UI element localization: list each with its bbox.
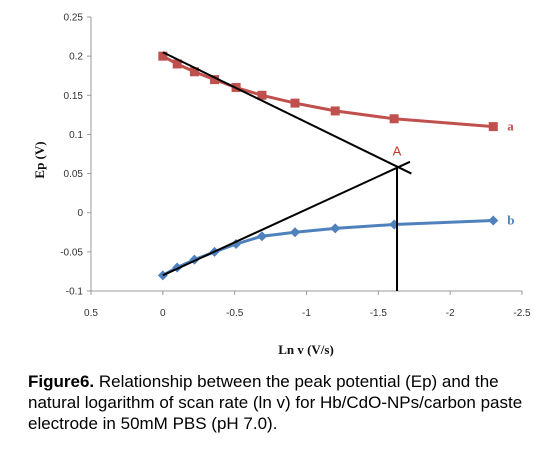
y-tick-label: 0 xyxy=(77,208,83,219)
series-b-point xyxy=(290,227,301,238)
y-tick-label: 0.25 xyxy=(64,13,84,24)
intersection-annotation: A xyxy=(393,144,402,159)
series-b-point xyxy=(488,215,499,226)
x-tick-label: -2.5 xyxy=(513,308,531,319)
x-tick-labels: 0.5 0 -0.5 -1 -1.5 -2 -2.5 xyxy=(84,308,531,319)
series-a-point xyxy=(210,75,220,85)
figure-caption: Figure6. Relationship between the peak p… xyxy=(28,371,528,434)
x-tick-label: 0 xyxy=(160,308,166,319)
caption-text: Relationship between the peak potential … xyxy=(28,372,523,433)
x-tick-label: -0.5 xyxy=(226,308,244,319)
y-tick-label: 0.15 xyxy=(64,91,84,102)
tangent-b-line xyxy=(162,160,411,277)
series-a-point xyxy=(290,98,300,108)
series-a-point xyxy=(488,122,498,132)
series-a-line xyxy=(162,54,494,129)
tangent-a-line xyxy=(162,51,412,175)
x-tick-label: -1 xyxy=(302,308,311,319)
caption-label: Figure6. xyxy=(28,372,95,391)
y-tick-label: 0.2 xyxy=(69,52,83,63)
guide-lines: A xyxy=(162,51,412,291)
x-axis-label: Ln v (V/s) xyxy=(278,342,334,357)
x-tick-label: -1.5 xyxy=(370,308,388,319)
axis-ticks xyxy=(87,16,523,295)
series-a-point xyxy=(189,67,199,77)
y-tick-label: -0.1 xyxy=(66,287,84,298)
y-tick-label: 0.05 xyxy=(64,169,84,180)
series-a-point xyxy=(330,106,340,116)
series-a-point xyxy=(172,59,182,69)
series-layer: ab xyxy=(157,51,515,281)
series-a-point xyxy=(389,114,399,124)
series-a-point xyxy=(257,90,267,100)
series-b-point xyxy=(330,223,341,234)
series-a-point xyxy=(158,51,168,61)
y-tick-labels: 0.25 0.2 0.15 0.1 0.05 0 -0.05 -0.1 xyxy=(60,13,83,298)
y-tick-label: 0.1 xyxy=(69,130,83,141)
series-b-label: b xyxy=(507,213,514,228)
x-tick-label: -2 xyxy=(446,308,455,319)
series-b-line xyxy=(162,219,494,277)
y-axis-label: Ep (V) xyxy=(32,141,47,178)
series-b-point xyxy=(256,231,267,242)
series-a-label: a xyxy=(507,119,514,134)
x-tick-label: 0.5 xyxy=(84,308,98,319)
y-tick-label: -0.05 xyxy=(60,247,83,258)
